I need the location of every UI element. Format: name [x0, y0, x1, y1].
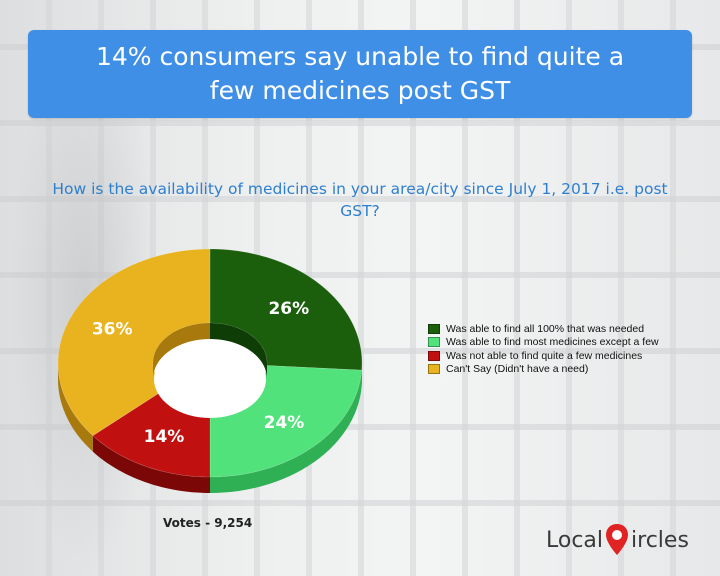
donut-side-walls	[58, 363, 362, 493]
legend-label: Can't Say (Didn't have a need)	[446, 363, 589, 376]
legend-label: Was able to find all 100% that was neede…	[446, 322, 645, 335]
slice-inner-wall-0	[210, 323, 267, 379]
logo-text-ircles: ircles	[631, 527, 689, 553]
donut-hole-wall	[153, 323, 267, 379]
legend-item: Was able to find most medicines except a…	[428, 336, 659, 350]
headline-banner: 14% consumers say unable to find quite a…	[28, 30, 692, 118]
legend-swatch	[428, 323, 440, 334]
localcircles-logo: Local ircles	[546, 520, 689, 560]
slice-inner-wall-3	[153, 323, 210, 379]
donut-hole-floor	[154, 340, 266, 418]
slice-side-3	[58, 363, 93, 452]
legend-swatch	[428, 350, 440, 361]
legend-item: Was able to find all 100% that was neede…	[428, 322, 659, 336]
slice-label-3: 36%	[92, 320, 133, 340]
legend-label: Was not able to find quite a few medicin…	[446, 349, 643, 362]
votes-count: Votes - 9,254	[163, 516, 253, 530]
slice-side-2	[92, 435, 210, 493]
headline-title: 14% consumers say unable to find quite a…	[95, 42, 625, 105]
slice-labels: 26% 24% 14% 36%	[92, 299, 309, 447]
slice-side-1	[210, 370, 362, 493]
donut-top-faces	[57, 248, 363, 478]
logo-text-local: Local	[546, 527, 604, 553]
poll-question: How is the availability of medicines in …	[52, 180, 668, 220]
legend-swatch	[428, 364, 440, 375]
location-pin-icon	[604, 522, 630, 558]
legend-label: Was able to find most medicines except a…	[446, 336, 659, 349]
slice-label-2: 14%	[144, 427, 185, 447]
legend-swatch	[428, 337, 440, 348]
legend-item: Was not able to find quite a few medicin…	[428, 349, 659, 363]
slice-label-1: 24%	[264, 413, 305, 433]
chart-legend: Was able to find all 100% that was neede…	[428, 322, 659, 376]
slice-label-0: 26%	[268, 299, 309, 319]
legend-item: Can't Say (Didn't have a need)	[428, 363, 659, 377]
